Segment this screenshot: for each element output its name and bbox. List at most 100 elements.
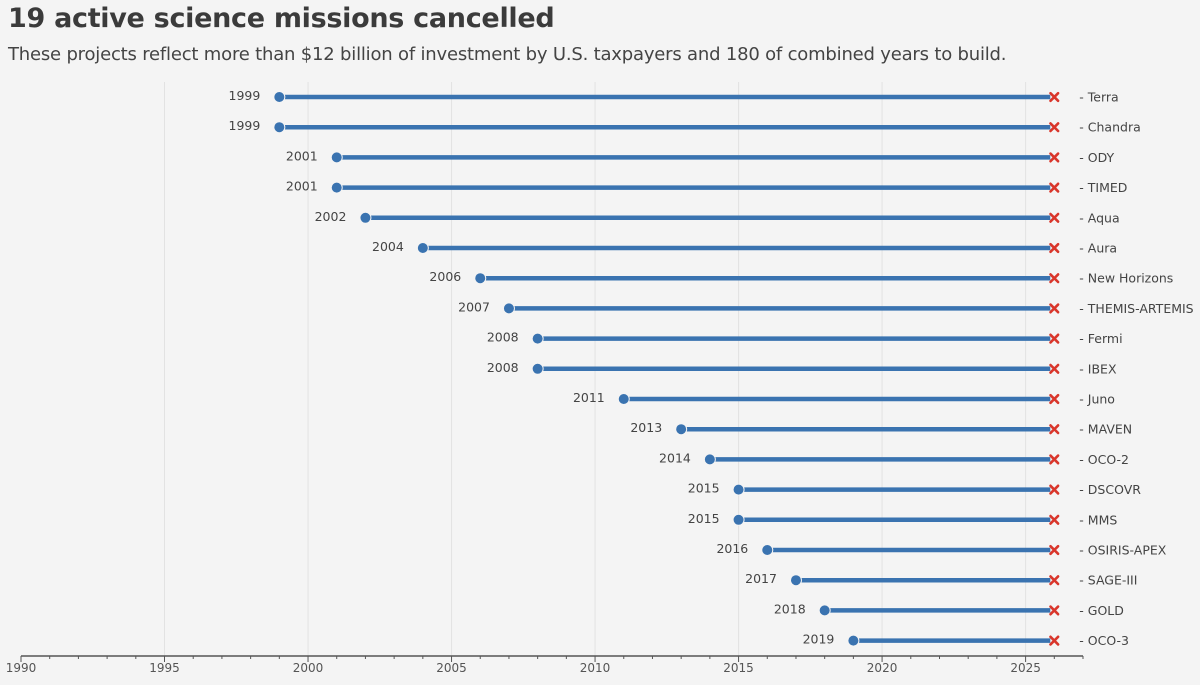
mission-row-new-horizons: 2006 - New Horizons — [429, 269, 1173, 286]
x-tick-label-2000: 2000 — [293, 661, 324, 675]
start-year-label: 2019 — [803, 632, 835, 647]
mission-row-aqua: 2002 - Aqua — [315, 209, 1120, 226]
cancel-x-icon — [1049, 514, 1060, 525]
mission-rows: 1999 - Terra 1999 - Chandra 2001 - ODY 2001 - T… — [229, 88, 1194, 648]
mission-name-label: - Aura — [1079, 241, 1117, 256]
x-tick-label-2010: 2010 — [580, 661, 611, 675]
mission-row-fermi: 2008 - Fermi — [487, 330, 1123, 347]
mission-name-label: - Chandra — [1079, 120, 1140, 135]
start-dot — [732, 513, 745, 526]
x-tick-label-1990: 1990 — [6, 661, 37, 675]
mission-row-juno: 2011 - Juno — [573, 390, 1115, 407]
x-tick-label-2015: 2015 — [723, 661, 754, 675]
mission-name-label: - Aqua — [1079, 210, 1119, 225]
mission-name-label: - THEMIS-ARTEMIS — [1079, 301, 1193, 316]
cancel-x-icon — [1049, 544, 1060, 556]
mission-name-label: - OSIRIS-APEX — [1079, 543, 1166, 558]
start-dot — [416, 242, 429, 254]
cancel-x-icon — [1049, 484, 1060, 495]
mission-name-label: - ODY — [1079, 150, 1114, 165]
start-year-label: 2017 — [745, 571, 777, 586]
start-dot — [502, 302, 515, 315]
start-year-label: 2018 — [774, 601, 806, 616]
start-year-label: 2015 — [688, 481, 720, 496]
mission-name-label: - SAGE-III — [1079, 573, 1137, 588]
mission-row-oco-3: 2019 - OCO-3 — [803, 632, 1129, 649]
cancel-x-icon — [1049, 605, 1060, 616]
mission-name-label: - DSCOVR — [1079, 482, 1141, 497]
mission-row-terra: 1999 - Terra — [229, 88, 1119, 105]
start-dot — [617, 393, 630, 405]
start-year-label: 2004 — [372, 239, 404, 254]
mission-name-label: - OCO-2 — [1079, 452, 1129, 467]
cancel-x-icon — [1049, 212, 1060, 223]
mission-name-label: - Fermi — [1079, 331, 1122, 346]
start-dot — [330, 151, 343, 164]
start-year-label: 2007 — [458, 299, 490, 314]
mission-row-mms: 2015 - MMS — [688, 511, 1118, 528]
start-year-label: 2001 — [286, 179, 318, 194]
start-year-label: 2015 — [688, 511, 720, 526]
start-dot — [531, 332, 544, 345]
cancel-x-icon — [1049, 363, 1060, 374]
start-year-label: 2002 — [315, 209, 347, 224]
start-dot — [675, 423, 688, 436]
start-dot — [847, 634, 860, 647]
cancel-x-icon — [1049, 242, 1060, 254]
start-year-label: 2008 — [487, 330, 519, 345]
start-dot — [531, 362, 544, 375]
start-dot — [474, 272, 487, 285]
mission-row-oco-2: 2014 - OCO-2 — [659, 450, 1129, 467]
cancel-x-icon — [1049, 91, 1060, 103]
start-dot — [818, 604, 831, 617]
mission-row-themis-artemis: 2007 - THEMIS-ARTEMIS — [458, 299, 1194, 316]
start-year-label: 2008 — [487, 360, 519, 375]
cancel-x-icon — [1049, 182, 1060, 193]
x-axis: 1990 1995 2000 2005 2010 2015 2020 2025 — [6, 655, 1084, 675]
chart-subtitle: These projects reflect more than $12 bil… — [8, 44, 1007, 65]
mission-name-label: - Terra — [1079, 90, 1118, 105]
mission-name-label: - Juno — [1079, 392, 1115, 407]
cancel-x-icon — [1049, 424, 1060, 435]
mission-name-label: - GOLD — [1079, 603, 1124, 618]
start-year-label: 2014 — [659, 450, 691, 465]
mission-row-timed: 2001 - TIMED — [286, 179, 1128, 196]
cancel-x-icon — [1049, 393, 1060, 405]
mission-row-gold: 2018 - GOLD — [774, 601, 1124, 618]
start-year-label: 2013 — [630, 420, 662, 435]
start-year-label: 1999 — [229, 118, 261, 133]
mission-row-chandra: 1999 - Chandra — [229, 118, 1141, 135]
start-dot — [789, 574, 802, 587]
start-dot — [330, 181, 343, 194]
mission-name-label: - MMS — [1079, 512, 1117, 527]
x-tick-label-2005: 2005 — [436, 661, 467, 675]
mission-row-dscovr: 2015 - DSCOVR — [688, 481, 1141, 498]
cancel-x-icon — [1049, 152, 1060, 163]
start-dot — [273, 91, 286, 103]
cancel-x-icon — [1049, 454, 1060, 465]
start-year-label: 2011 — [573, 390, 605, 405]
chart-title: 19 active science missions cancelled — [8, 3, 555, 34]
mission-row-ody: 2001 - ODY — [286, 148, 1115, 165]
mission-name-label: - MAVEN — [1079, 422, 1132, 437]
start-dot — [273, 121, 286, 134]
mission-row-aura: 2004 - Aura — [372, 239, 1117, 256]
start-year-label: 2016 — [716, 541, 748, 556]
mission-row-osiris-apex: 2016 - OSIRIS-APEX — [716, 541, 1166, 558]
x-tick-label-2020: 2020 — [867, 661, 898, 675]
mission-name-label: - IBEX — [1079, 361, 1117, 376]
cancel-x-icon — [1049, 303, 1060, 314]
start-dot — [761, 544, 774, 556]
x-tick-label-2025: 2025 — [1010, 661, 1041, 675]
start-dot — [703, 453, 716, 466]
mission-row-maven: 2013 - MAVEN — [630, 420, 1132, 437]
start-dot — [359, 211, 372, 224]
cancel-x-icon — [1049, 273, 1060, 284]
mission-name-label: - OCO-3 — [1079, 633, 1129, 648]
cancel-x-icon — [1049, 575, 1060, 586]
mission-name-label: - TIMED — [1079, 180, 1127, 195]
start-year-label: 2001 — [286, 148, 318, 163]
start-dot — [732, 483, 745, 496]
cancel-x-icon — [1049, 635, 1060, 646]
